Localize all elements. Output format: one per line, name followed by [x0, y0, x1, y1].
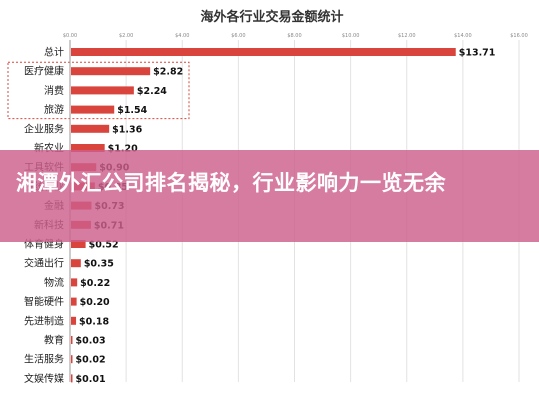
bar [71, 144, 105, 152]
value-label: $0.22 [80, 278, 110, 289]
bar [71, 48, 456, 56]
bar [71, 67, 151, 76]
value-label: $13.71 [459, 48, 496, 59]
x-axis-ticks: $0.00 $2.00 $4.00 $6.00 $8.00 $10.00 $12.00 $14… [63, 33, 528, 39]
bar [71, 297, 77, 306]
value-label: $2.82 [153, 67, 183, 78]
bar [71, 336, 73, 344]
category-label: 企业服务 [24, 122, 64, 135]
value-label: $2.24 [137, 86, 167, 97]
value-label: $0.18 [79, 316, 109, 327]
bar [71, 278, 78, 287]
category-label: 交通出行 [24, 257, 64, 270]
x-tick-label: $4.00 [175, 33, 189, 39]
value-label: $0.03 [76, 336, 106, 347]
category-label: 医疗健康 [24, 65, 64, 78]
bar [71, 86, 134, 95]
value-label: $0.35 [84, 259, 114, 270]
bar [71, 259, 81, 268]
chart-title: 海外各行业交易金额统计 [200, 9, 343, 25]
value-label: $0.52 [89, 240, 119, 251]
overlay-headline: 湘潭外汇公司排名揭秘，行业影响力一览无余 [16, 171, 446, 195]
value-label: $1.20 [108, 144, 138, 155]
x-tick-label: $6.00 [231, 33, 245, 39]
x-tick-label: $12.00 [398, 33, 416, 39]
category-label: 物流 [44, 276, 64, 289]
bar [71, 124, 110, 133]
category-label: 智能硬件 [24, 295, 64, 308]
highlight-box [7, 61, 190, 120]
category-label: 消费 [44, 84, 64, 97]
x-tick-label: $16.00 [510, 33, 528, 39]
bar [71, 240, 86, 248]
bar [71, 105, 115, 114]
x-tick-label: $0.00 [63, 33, 77, 39]
bar [71, 355, 73, 364]
bar [71, 374, 73, 383]
x-tick-label: $10.00 [342, 33, 360, 39]
value-label: $0.02 [76, 355, 106, 366]
x-tick-label: $14.00 [454, 33, 472, 39]
bar [71, 316, 77, 325]
category-label: 先进制造 [24, 314, 64, 327]
category-label: 总计 [44, 46, 64, 59]
category-label: 旅游 [44, 103, 64, 116]
overlay-banner [0, 150, 539, 242]
value-label: $0.01 [76, 374, 106, 385]
value-label: $1.36 [112, 124, 142, 135]
category-label: 生活服务 [24, 353, 64, 366]
category-label: 教育 [44, 334, 64, 347]
x-tick-label: $8.00 [287, 33, 301, 39]
value-label: $1.54 [117, 105, 147, 116]
category-label: 文娱传媒 [24, 372, 64, 385]
x-tick-label: $2.00 [119, 33, 133, 39]
value-label: $0.20 [80, 297, 110, 308]
